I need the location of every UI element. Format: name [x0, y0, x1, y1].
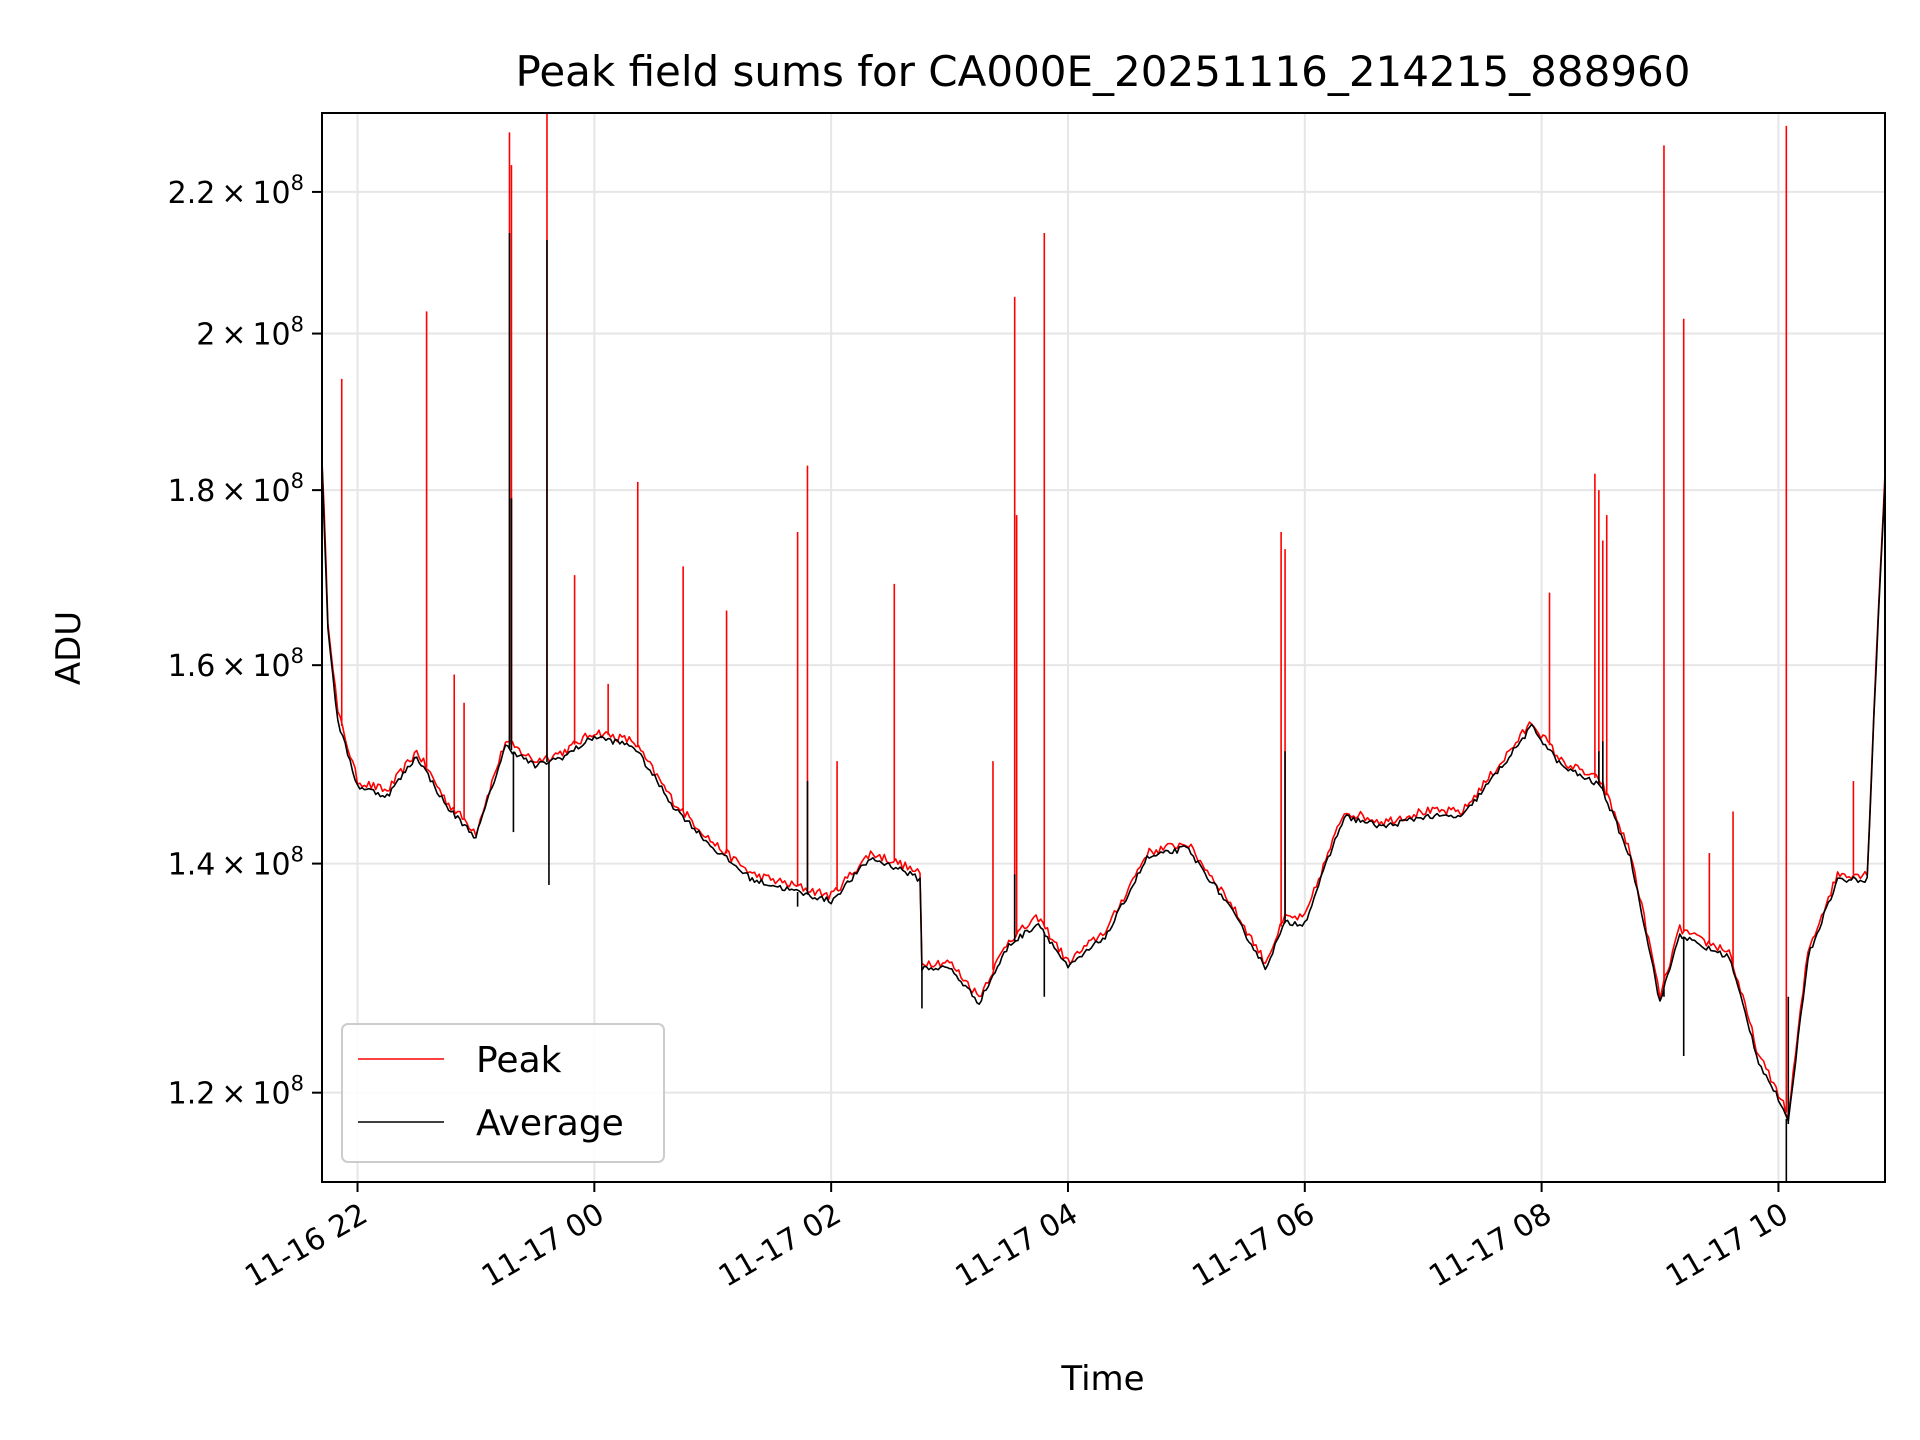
series-peak	[321, 113, 1886, 1119]
grid	[322, 113, 1885, 1182]
y-tick-exponent: 8	[291, 313, 304, 337]
series-line-peak	[321, 461, 1886, 1119]
y-tick-label: 2.2 × 108	[168, 171, 304, 211]
y-tick-mantissa: 2.2 × 10	[168, 176, 291, 211]
y-tick-mantissa: 1.8 × 10	[168, 474, 291, 509]
y-tick-label: 1.2 × 108	[168, 1072, 304, 1112]
legend: Peak Average	[341, 1023, 665, 1163]
chart-title: Peak field sums for CA000E_20251116_2142…	[516, 47, 1691, 96]
y-tick-label: 1.6 × 108	[168, 644, 304, 684]
y-tick-mantissa: 1.2 × 10	[168, 1077, 291, 1112]
y-axis-label: ADU	[49, 611, 89, 685]
x-axis-label: Time	[1060, 1359, 1144, 1399]
plot-area	[321, 113, 1886, 1182]
legend-label-average: Average	[476, 1103, 624, 1144]
series-average	[321, 233, 1886, 1182]
y-tick-mantissa: 2 × 10	[196, 318, 290, 353]
y-tick-exponent: 8	[291, 843, 304, 867]
y-tick-label: 2 × 108	[196, 313, 304, 353]
series-line-average	[321, 462, 1886, 1122]
y-tick-mantissa: 1.4 × 10	[168, 848, 291, 883]
y-tick-exponent: 8	[291, 171, 304, 195]
y-tick-exponent: 8	[291, 469, 304, 493]
y-tick-mantissa: 1.6 × 10	[168, 649, 291, 684]
plot-frame	[321, 112, 1886, 1183]
y-tick-exponent: 8	[291, 1072, 304, 1096]
y-tick-exponent: 8	[291, 644, 304, 668]
y-tick-label: 1.8 × 108	[168, 469, 304, 509]
y-tick-label: 1.4 × 108	[168, 843, 304, 883]
legend-label-peak: Peak	[476, 1040, 562, 1081]
